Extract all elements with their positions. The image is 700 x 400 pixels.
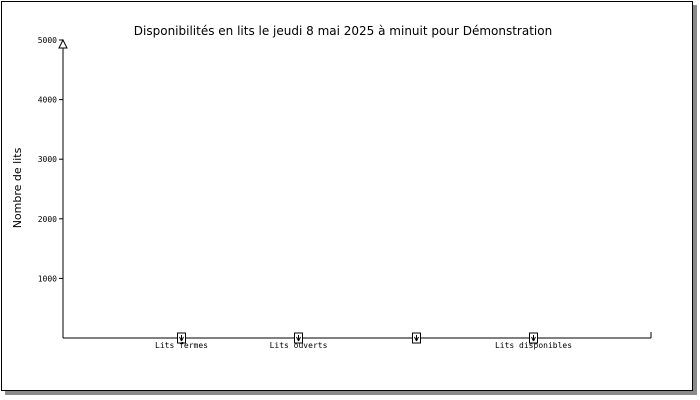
bar-markers — [177, 332, 538, 344]
y-tick-label: 3000 — [38, 155, 57, 164]
bar-marker — [294, 332, 303, 344]
y-tick-label: 5000 — [38, 36, 57, 45]
y-tick-label: 4000 — [38, 96, 57, 105]
x-tick-label: Lits ouverts — [270, 341, 328, 350]
y-axis-label: Nombre de lits — [11, 147, 24, 228]
chart-title: Disponibilités en lits le jeudi 8 mai 20… — [134, 24, 552, 38]
y-tick-label: 2000 — [38, 215, 57, 224]
bar-marker — [177, 332, 186, 344]
y-axis-arrow-icon — [58, 38, 68, 49]
y-ticks: 1000 2000 3000 4000 5000 — [38, 36, 63, 283]
x-tick-label: Lits fermes — [155, 341, 208, 350]
bar-marker — [529, 332, 538, 344]
x-tick-labels: Lits fermes Lits ouverts Lits disponibles — [155, 341, 572, 350]
chart-frame — [1, 1, 693, 391]
y-tick-label: 1000 — [38, 274, 57, 283]
x-tick-label: Lits disponibles — [495, 341, 572, 350]
bar-marker — [412, 332, 421, 344]
